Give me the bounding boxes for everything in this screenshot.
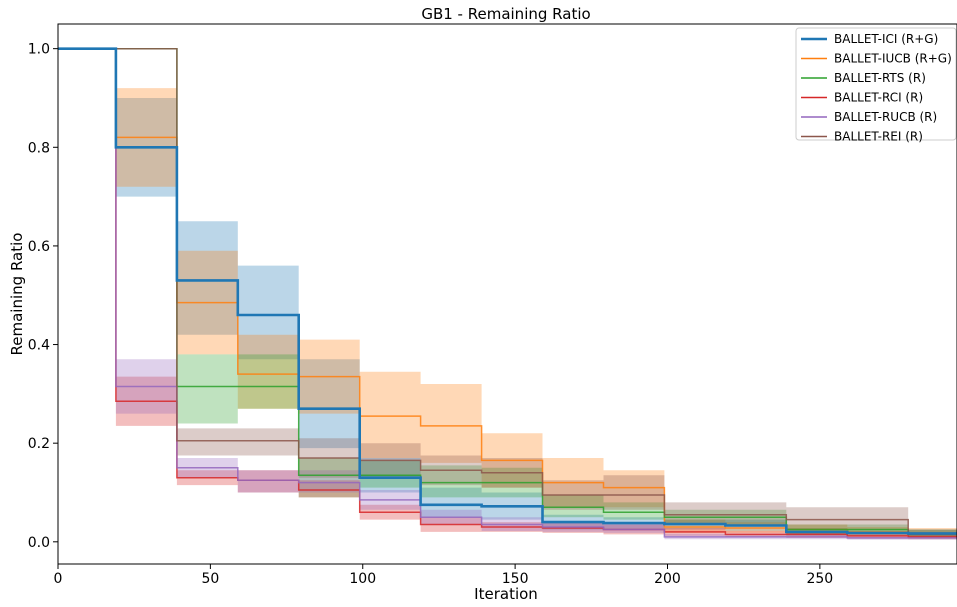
x-tick-label: 50 bbox=[201, 571, 219, 587]
y-axis-label: Remaining Ratio bbox=[8, 233, 26, 356]
x-axis-label: Iteration bbox=[474, 585, 538, 603]
series-lines bbox=[58, 47, 957, 539]
y-tick-label: 0.8 bbox=[28, 140, 50, 156]
y-tick-label: 0.2 bbox=[28, 436, 50, 452]
y-tick-label: 0.0 bbox=[28, 535, 50, 551]
y-tick-label: 0.4 bbox=[28, 338, 50, 354]
legend-label-2: BALLET-IUCB (R+G) bbox=[834, 52, 952, 66]
legend-label-5: BALLET-RUCB (R) bbox=[834, 110, 937, 124]
legend-box bbox=[795, 27, 957, 141]
line-series-6 bbox=[58, 47, 957, 536]
x-tick-label: 200 bbox=[654, 571, 681, 587]
legend-label-6: BALLET-REI (R) bbox=[834, 130, 923, 144]
chart-title: GB1 - Remaining Ratio bbox=[421, 5, 590, 23]
legend-label-4: BALLET-RCI (R) bbox=[834, 91, 923, 105]
line-series-4 bbox=[58, 47, 957, 538]
x-tick-label: 100 bbox=[349, 571, 376, 587]
legend-label-1: BALLET-ICI (R+G) bbox=[834, 32, 938, 46]
axes: 0 50 100 150 200 250 0.0 0.2 0.4 0.6 0.8 1.0 bbox=[28, 23, 957, 587]
line-series-1 bbox=[58, 47, 957, 535]
y-tick-label: 0.6 bbox=[28, 239, 50, 255]
line-series-5 bbox=[58, 47, 957, 539]
x-tick-label: 0 bbox=[54, 571, 63, 587]
y-tick-label: 1.0 bbox=[28, 42, 50, 58]
x-tick-label: 150 bbox=[502, 571, 529, 587]
plot-frame bbox=[57, 23, 957, 565]
x-tick-label: 250 bbox=[806, 571, 833, 587]
legend-label-3: BALLET-RTS (R) bbox=[834, 71, 926, 85]
legend: BALLET-ICI (R+G) BALLET-IUCB (R+G) BALLET-… bbox=[795, 27, 957, 144]
